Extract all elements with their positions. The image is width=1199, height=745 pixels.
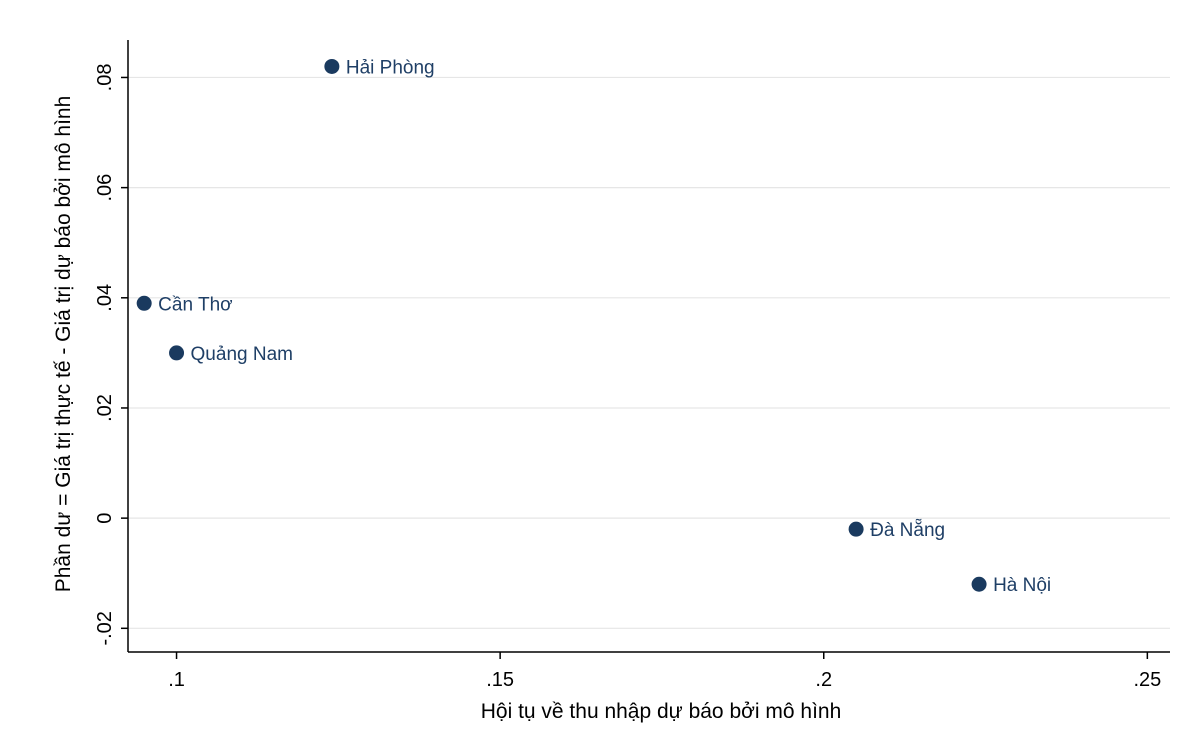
data-point-label-2: Quảng Nam xyxy=(191,344,293,365)
x-tick-label-1: .15 xyxy=(486,669,514,691)
y-tick-label-4: .06 xyxy=(94,174,116,202)
y-tick-label-5: .08 xyxy=(94,64,116,92)
y-tick-label-0: -.02 xyxy=(94,611,116,645)
data-point-label-4: Hà Nội xyxy=(993,575,1051,596)
data-point-label-1: Cần Thơ xyxy=(158,294,232,315)
x-axis-title: Hội tụ về thu nhập dự báo bởi mô hình xyxy=(481,700,842,723)
x-tick-label-0: .1 xyxy=(168,669,185,691)
data-point-1 xyxy=(136,295,152,311)
x-axis-ticks: .1 .15 .2 .25 xyxy=(168,652,1161,691)
y-axis-title: Phần dư = Giá trị thực tế - Giá trị dự b… xyxy=(52,96,75,593)
data-point-0 xyxy=(324,58,340,74)
data-point-2 xyxy=(169,345,185,361)
y-tick-label-2: .02 xyxy=(94,394,116,422)
grid-lines xyxy=(128,76,1170,629)
y-tick-label-3: .04 xyxy=(94,284,116,312)
y-axis-ticks: -.02 0 .02 .04 .06 .08 xyxy=(94,64,128,646)
data-point-3 xyxy=(848,521,864,537)
data-point-label-0: Hải Phòng xyxy=(346,57,435,78)
x-tick-label-3: .25 xyxy=(1133,669,1161,691)
y-tick-label-1: 0 xyxy=(94,513,116,524)
x-tick-label-2: .2 xyxy=(815,669,832,691)
data-points: Hải Phòng Cần Thơ Quảng Nam Đà Nẵng Hà Nội xyxy=(136,57,1051,596)
data-point-4 xyxy=(971,576,987,592)
data-point-label-3: Đà Nẵng xyxy=(870,520,945,541)
